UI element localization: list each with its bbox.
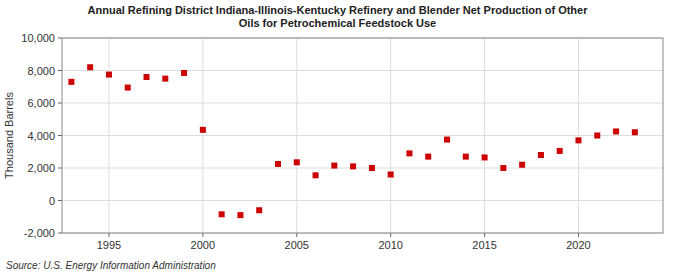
point bbox=[482, 154, 488, 160]
y-tick-label: -2,000 bbox=[24, 227, 55, 239]
plot-area bbox=[62, 38, 663, 233]
y-tick bbox=[58, 200, 62, 201]
y-tick-label: 10,000 bbox=[21, 32, 55, 44]
x-grid-line bbox=[108, 38, 109, 233]
title-line: Oils for Petrochemical Feedstock Use bbox=[239, 17, 436, 29]
x-tick-label: 2010 bbox=[378, 239, 402, 251]
x-grid-line bbox=[578, 38, 579, 233]
plot-frame bbox=[62, 38, 663, 233]
point bbox=[406, 150, 412, 156]
x-tick bbox=[202, 233, 203, 237]
points bbox=[68, 64, 637, 218]
y-tick bbox=[58, 103, 62, 104]
point bbox=[350, 163, 356, 169]
grid bbox=[62, 38, 663, 233]
x-grid-line bbox=[390, 38, 391, 233]
point bbox=[557, 148, 563, 154]
chart: -2,000 0 2,000 4,000 6,000 8,000 10,000 1995 200… bbox=[0, 0, 675, 275]
point bbox=[219, 211, 225, 217]
point bbox=[425, 154, 431, 160]
point bbox=[87, 64, 93, 70]
x-grid-line bbox=[296, 38, 297, 233]
point bbox=[313, 172, 319, 178]
y-tick bbox=[58, 135, 62, 136]
y-tick bbox=[58, 38, 62, 39]
point bbox=[632, 129, 638, 135]
y-tick-label: 2,000 bbox=[27, 162, 55, 174]
x-tick bbox=[390, 233, 391, 237]
point bbox=[200, 127, 206, 133]
x-tick-label: 2005 bbox=[285, 239, 309, 251]
x-grid-line bbox=[202, 38, 203, 233]
y-grid-line bbox=[62, 135, 663, 136]
x-grid-line bbox=[484, 38, 485, 233]
y-tick-label: 6,000 bbox=[27, 97, 55, 109]
point bbox=[500, 165, 506, 171]
point bbox=[125, 85, 131, 91]
title-line: Annual Refining District Indiana-Illinoi… bbox=[88, 4, 589, 16]
point bbox=[275, 161, 281, 167]
point bbox=[181, 70, 187, 76]
y-tick bbox=[58, 168, 62, 169]
title: Annual Refining District Indiana-Illinoi… bbox=[88, 4, 589, 29]
point bbox=[538, 152, 544, 158]
x-tick-label: 1995 bbox=[97, 239, 121, 251]
y-grid-line bbox=[62, 70, 663, 71]
point bbox=[256, 207, 262, 213]
point bbox=[294, 159, 300, 165]
point bbox=[369, 165, 375, 171]
x-tick-label: 2020 bbox=[566, 239, 590, 251]
y-tick-label: 8,000 bbox=[27, 65, 55, 77]
x-tick bbox=[296, 233, 297, 237]
point bbox=[594, 133, 600, 139]
x-tick-label: 2000 bbox=[191, 239, 215, 251]
point bbox=[237, 212, 243, 218]
x-tick-label: 2015 bbox=[472, 239, 496, 251]
point bbox=[519, 162, 525, 168]
y-tick-label: 0 bbox=[49, 195, 55, 207]
x-tick bbox=[484, 233, 485, 237]
point bbox=[162, 76, 168, 82]
point bbox=[68, 79, 74, 85]
point bbox=[613, 128, 619, 134]
point bbox=[463, 154, 469, 160]
y-grid-line bbox=[62, 103, 663, 104]
x-tick bbox=[578, 233, 579, 237]
y-axis-label: Thousand Barrels bbox=[3, 92, 15, 179]
y-grid-line bbox=[62, 168, 663, 169]
y-grid-line bbox=[62, 200, 663, 201]
x-tick bbox=[108, 233, 109, 237]
source: Source: U.S. Energy Information Administ… bbox=[6, 260, 216, 271]
y-tick-label: 4,000 bbox=[27, 130, 55, 142]
point bbox=[106, 72, 112, 78]
y-tick bbox=[58, 70, 62, 71]
y-tick bbox=[58, 233, 62, 234]
point bbox=[144, 74, 150, 80]
point bbox=[388, 172, 394, 178]
point bbox=[444, 137, 450, 143]
point bbox=[331, 163, 337, 169]
point bbox=[575, 137, 581, 143]
